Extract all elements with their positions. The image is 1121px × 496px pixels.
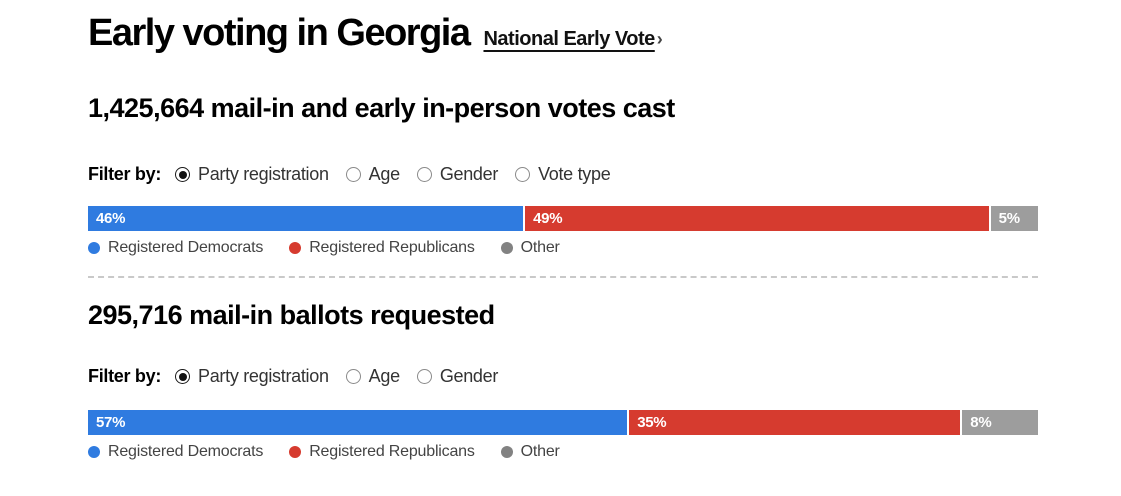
- section-votes-cast: 1,425,664 mail-in and early in-person vo…: [88, 93, 1038, 257]
- legend-item-registered-republicans: Registered Republicans: [289, 443, 475, 461]
- radio-dot: [349, 373, 357, 381]
- section-ballots-requested: 295,716 mail-in ballots requested Filter…: [88, 300, 1038, 461]
- filter-option-label[interactable]: Party registration: [198, 164, 329, 184]
- ballots-requested-heading: 295,716 mail-in ballots requested: [88, 300, 495, 330]
- radio-unselected-icon[interactable]: [515, 167, 531, 182]
- legend-label: Registered Republicans: [309, 443, 475, 460]
- legend-item-registered-republicans: Registered Republicans: [289, 239, 475, 257]
- filter-option-label[interactable]: Gender: [439, 164, 499, 184]
- legend-item-registered-democrats: Registered Democrats: [88, 443, 263, 461]
- votes-cast-legend: Registered Democrats Registered Republica…: [88, 239, 1038, 257]
- filter-radio-party-registration[interactable]: Party registration: [175, 164, 329, 185]
- legend-label: Registered Republicans: [309, 239, 475, 256]
- legend-label: Registered Democrats: [108, 239, 264, 256]
- radio-unselected-icon[interactable]: [345, 369, 361, 384]
- legend-dot-icon: [88, 446, 100, 458]
- filter-option-label[interactable]: Age: [368, 366, 400, 386]
- bar-segment-registered-democrats: 57%: [88, 410, 628, 435]
- filter-radio-age[interactable]: Age: [345, 164, 400, 185]
- radio-dot: [178, 372, 187, 381]
- legend-dot-icon: [500, 242, 513, 254]
- legend-item-other: Other: [500, 239, 560, 257]
- national-early-vote-link[interactable]: National Early Vote ›: [483, 28, 662, 51]
- bar-segment-registered-republicans: 49%: [525, 206, 989, 231]
- bar-segment-other: 8%: [962, 410, 1038, 435]
- legend-label: Registered Democrats: [108, 443, 264, 460]
- filter-option-label[interactable]: Vote type: [538, 164, 611, 184]
- header: Early voting in Georgia National Early V…: [88, 0, 1038, 55]
- filter-option-label[interactable]: Age: [368, 164, 400, 184]
- radio-selected-icon[interactable]: [175, 369, 191, 384]
- radio-dot: [519, 171, 527, 179]
- page-title: Early voting in Georgia: [88, 12, 471, 54]
- radio-selected-icon[interactable]: [175, 167, 191, 182]
- filter-radio-gender[interactable]: Gender: [416, 366, 499, 387]
- votes-cast-stacked-bar: 46% 49% 5%: [88, 206, 1038, 231]
- ballots-requested-stacked-bar: 57% 35% 8%: [88, 410, 1038, 435]
- bar-segment-other: 5%: [990, 206, 1038, 231]
- chevron-right-icon: ›: [656, 29, 663, 49]
- legend-label: Other: [520, 443, 560, 460]
- legend-label: Other: [520, 239, 560, 256]
- radio-dot: [420, 373, 428, 381]
- filter-radio-vote-type[interactable]: Vote type: [515, 164, 611, 185]
- legend-dot-icon: [500, 446, 513, 458]
- filter-radio-gender[interactable]: Gender: [416, 164, 499, 185]
- filter-by-label: Filter by:: [88, 366, 162, 386]
- radio-unselected-icon[interactable]: [416, 167, 432, 182]
- legend-item-other: Other: [500, 443, 560, 461]
- filter-by-label: Filter by:: [88, 164, 162, 184]
- national-early-vote-link-label: National Early Vote: [483, 28, 655, 50]
- filter-radio-party-registration[interactable]: Party registration: [175, 366, 329, 387]
- legend-item-registered-democrats: Registered Democrats: [88, 239, 263, 257]
- filter-option-label[interactable]: Gender: [439, 366, 499, 386]
- legend-dot-icon: [88, 242, 100, 254]
- votes-cast-filter-row: Filter by: Party registration Age Gender Vo…: [88, 164, 1038, 185]
- legend-dot-icon: [289, 446, 302, 458]
- filter-option-label[interactable]: Party registration: [198, 366, 329, 386]
- radio-unselected-icon[interactable]: [345, 167, 361, 182]
- radio-unselected-icon[interactable]: [416, 369, 432, 384]
- bar-segment-registered-republicans: 35%: [629, 410, 961, 435]
- page-container: Early voting in Georgia National Early V…: [88, 0, 1038, 461]
- section-divider: [88, 276, 1038, 278]
- bar-segment-registered-democrats: 46%: [88, 206, 524, 231]
- ballots-requested-filter-row: Filter by: Party registration Age Gender: [88, 366, 1038, 387]
- ballots-requested-legend: Registered Democrats Registered Republica…: [88, 443, 1038, 461]
- radio-dot: [349, 171, 357, 179]
- votes-cast-heading: 1,425,664 mail-in and early in-person vo…: [88, 93, 675, 123]
- radio-dot: [178, 170, 187, 179]
- radio-dot: [420, 171, 428, 179]
- legend-dot-icon: [289, 242, 302, 254]
- filter-radio-age[interactable]: Age: [345, 366, 400, 387]
